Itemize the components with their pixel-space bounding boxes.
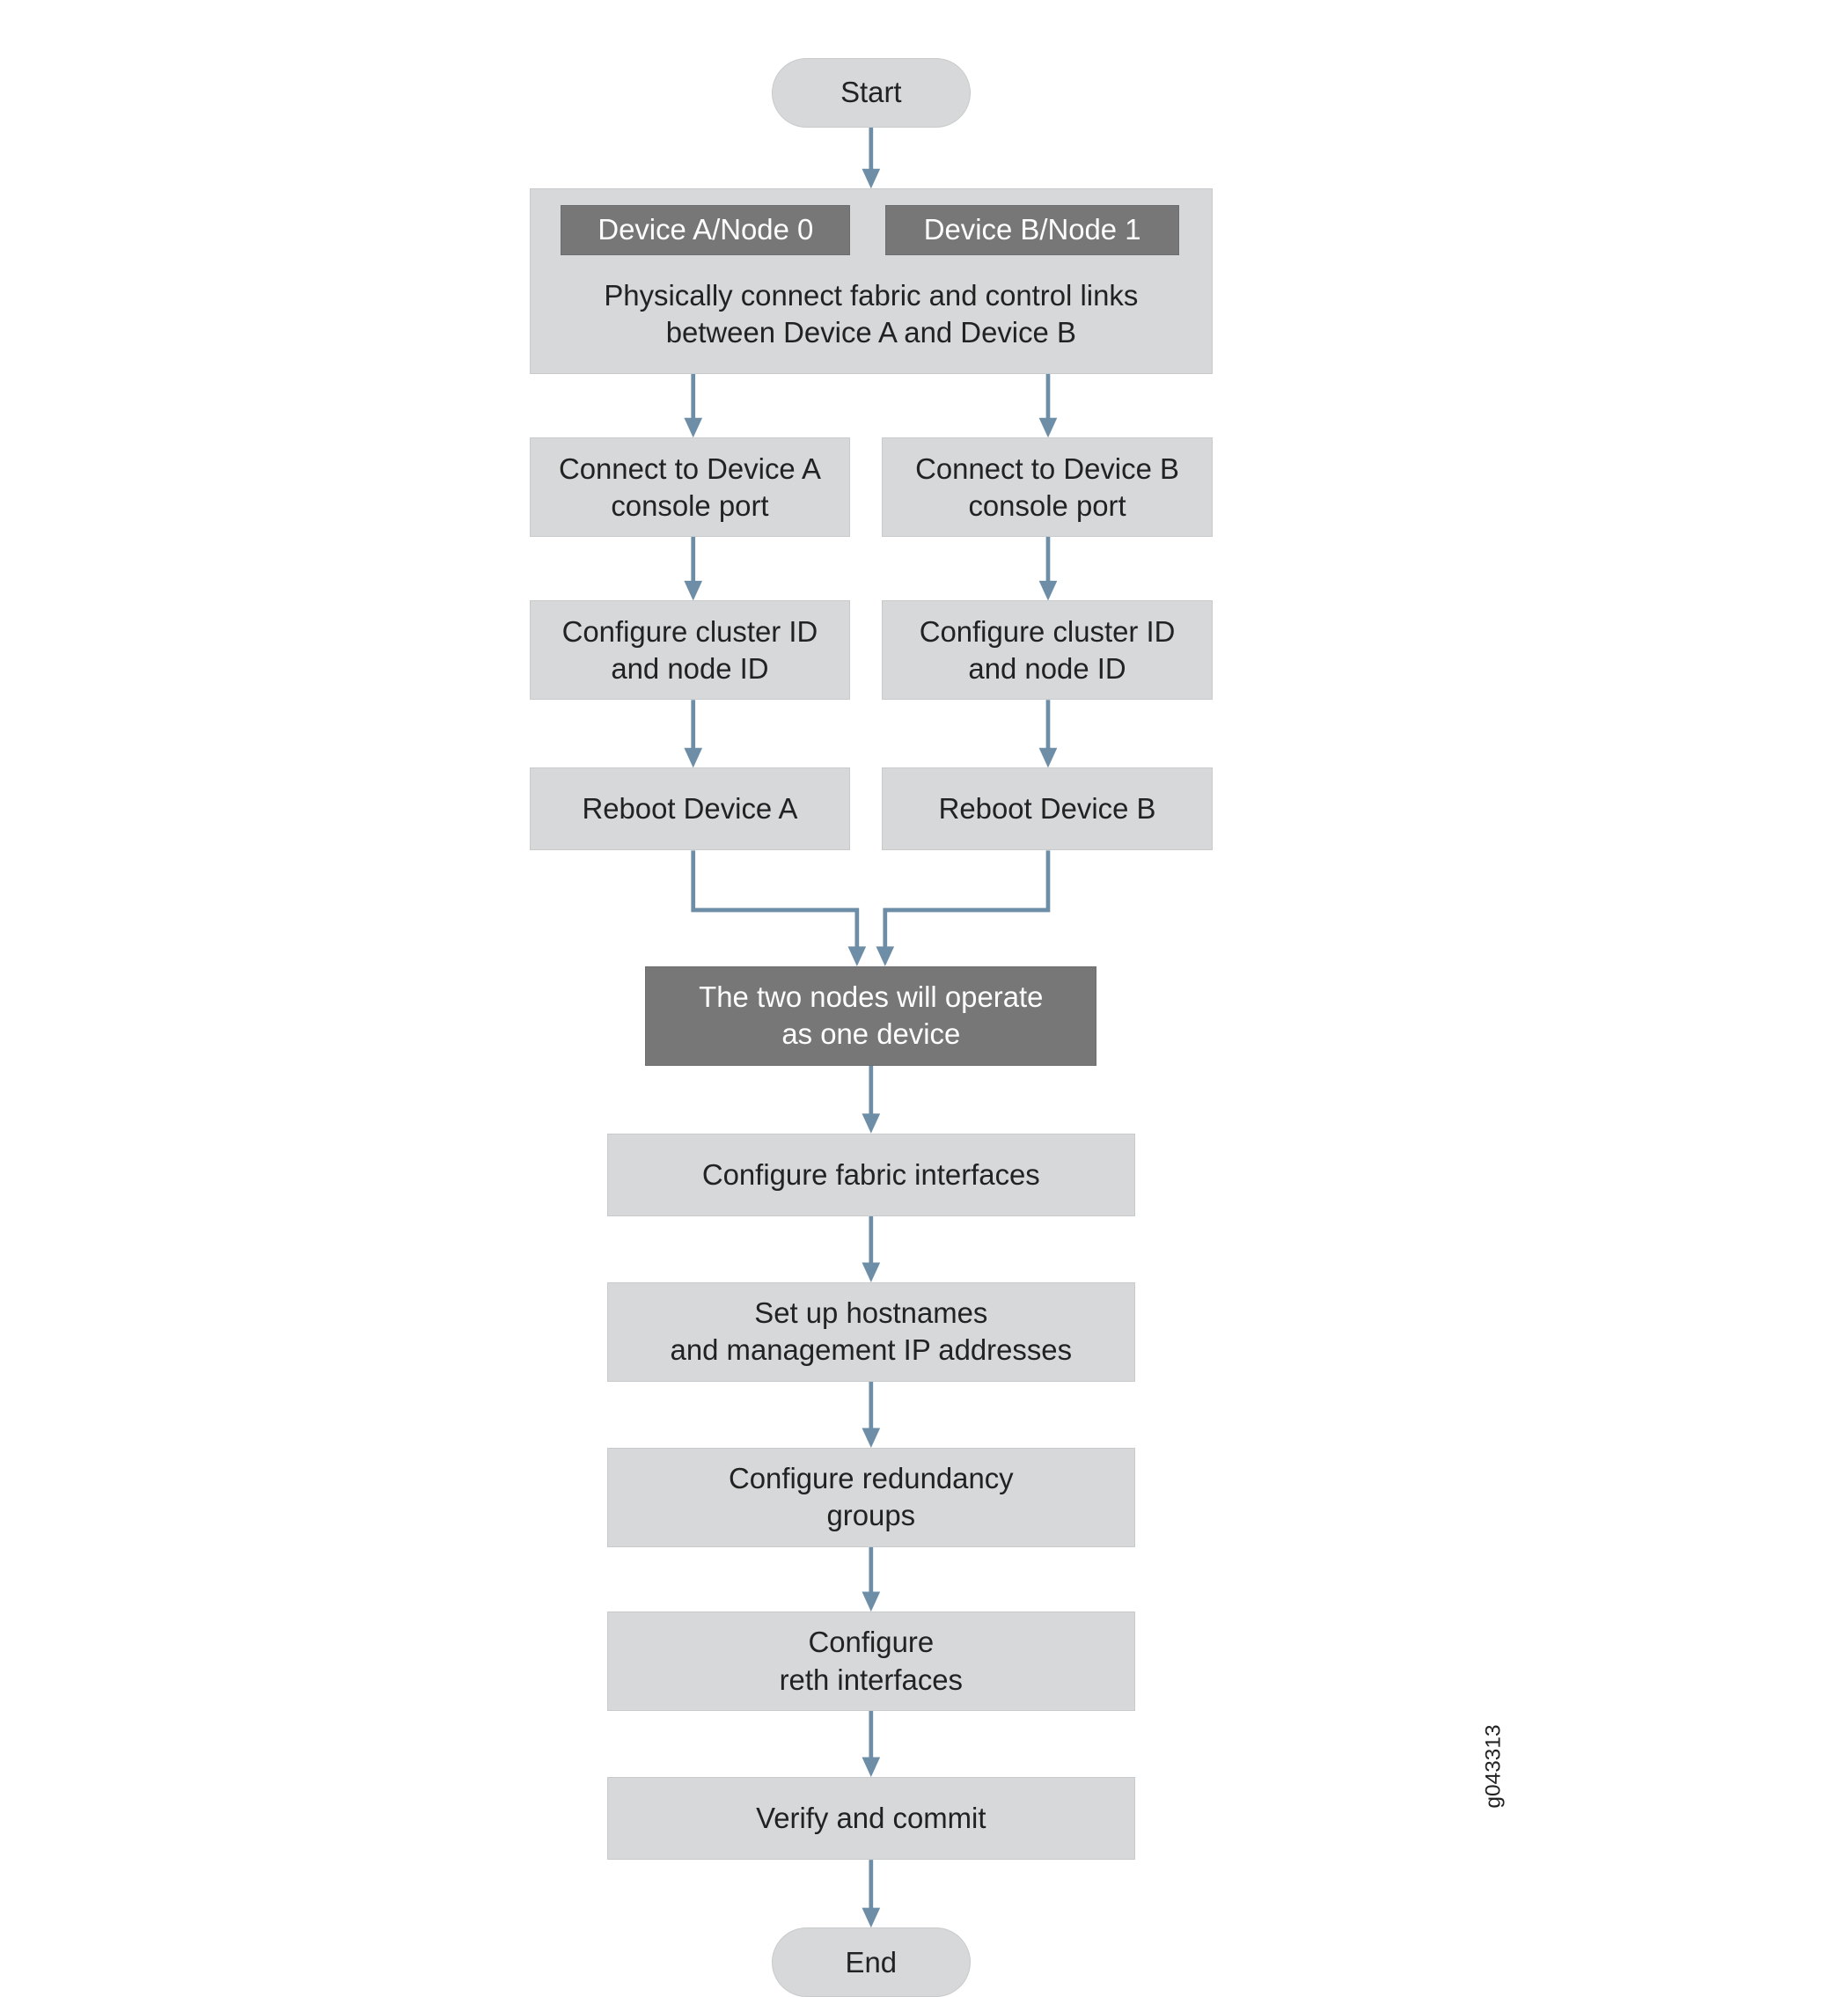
node-redundancy-line: groups [827, 1497, 916, 1534]
node-fabric-line: Configure fabric interfaces [702, 1156, 1040, 1193]
node-cfgA-line: and node ID [611, 650, 768, 687]
node-badgeB: Device B/Node 1 [885, 205, 1180, 254]
node-hostnames-line: Set up hostnames [754, 1295, 987, 1332]
node-connB-line: Connect to Device B [915, 451, 1179, 488]
node-rebA: Reboot Device A [530, 767, 851, 850]
node-reth-line: reth interfaces [780, 1662, 963, 1699]
node-cfgB-line: Configure cluster ID [920, 613, 1176, 650]
node-reth-line: Configure [809, 1624, 935, 1661]
node-cfgA-line: Configure cluster ID [562, 613, 818, 650]
node-start-line: Start [840, 74, 901, 111]
node-verify-line: Verify and commit [756, 1800, 986, 1837]
node-badgeB-line: Device B/Node 1 [924, 211, 1141, 248]
node-connB-line: console port [968, 488, 1126, 525]
node-end: End [772, 1927, 971, 1997]
node-merge: The two nodes will operateas one device [645, 966, 1096, 1066]
node-rebB: Reboot Device B [882, 767, 1213, 850]
node-physical_text-line: Physically connect fabric and control li… [604, 277, 1138, 314]
node-end-line: End [846, 1944, 898, 1981]
node-hostnames-line: and management IP addresses [671, 1332, 1073, 1369]
node-hostnames: Set up hostnamesand management IP addres… [607, 1282, 1135, 1382]
node-connA: Connect to Device Aconsole port [530, 437, 851, 537]
figure-id-label: g043313 [1481, 1724, 1506, 1808]
node-connB: Connect to Device Bconsole port [882, 437, 1213, 537]
node-physical_text-line: between Device A and Device B [666, 314, 1076, 351]
node-rebB-line: Reboot Device B [939, 790, 1156, 827]
node-merge-line: as one device [781, 1016, 960, 1053]
node-cfgB-line: and node ID [968, 650, 1126, 687]
node-connA-line: Connect to Device A [559, 451, 821, 488]
node-connA-line: console port [611, 488, 768, 525]
node-badgeA: Device A/Node 0 [561, 205, 850, 254]
flowchart-canvas: g043313 Start Device A/Node 0 Device B/Nod… [0, 0, 1848, 1959]
node-merge-line: The two nodes will operate [699, 979, 1043, 1016]
node-redundancy-line: Configure redundancy [729, 1460, 1014, 1497]
node-physical_text: Physically connect fabric and control li… [530, 273, 1213, 356]
node-start: Start [772, 58, 971, 128]
node-verify: Verify and commit [607, 1777, 1135, 1860]
node-cfgB: Configure cluster IDand node ID [882, 600, 1213, 700]
node-cfgA: Configure cluster IDand node ID [530, 600, 851, 700]
node-rebA-line: Reboot Device A [582, 790, 797, 827]
node-redundancy: Configure redundancygroups [607, 1448, 1135, 1547]
node-badgeA-line: Device A/Node 0 [598, 211, 813, 248]
node-fabric: Configure fabric interfaces [607, 1134, 1135, 1216]
node-reth: Configurereth interfaces [607, 1612, 1135, 1711]
